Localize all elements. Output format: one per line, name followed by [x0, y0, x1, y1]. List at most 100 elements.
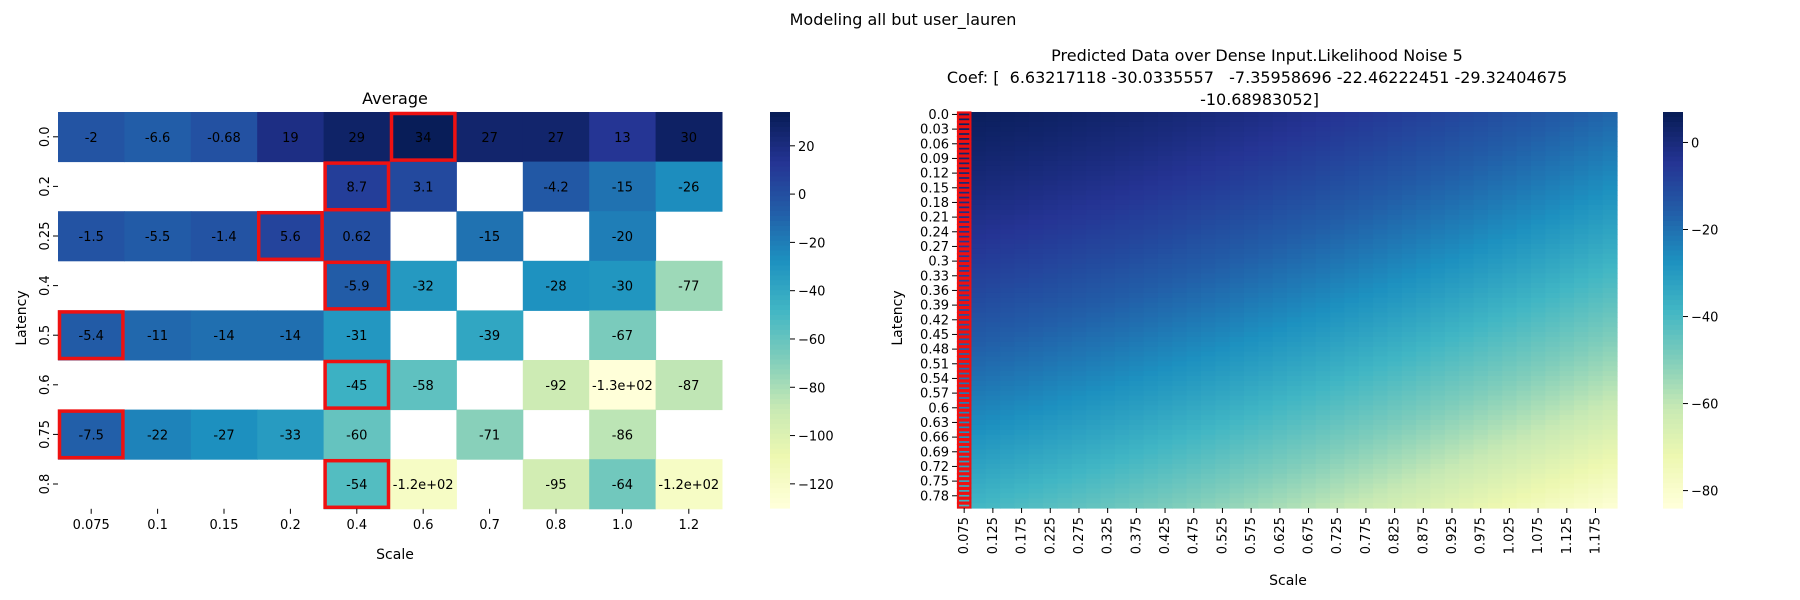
heatmap-cell	[1157, 346, 1173, 353]
heatmap-cell	[1444, 116, 1460, 123]
heatmap-cell	[1229, 151, 1245, 157]
heatmap-cell	[1502, 112, 1518, 118]
y-tick-label: 0.06	[920, 137, 949, 152]
heatmap-cell	[1416, 473, 1432, 480]
predicted-colorbar-band	[1663, 220, 1683, 227]
heatmap-cell	[1430, 253, 1446, 260]
heatmap-cell	[1301, 439, 1317, 446]
heatmap-cell	[1258, 444, 1274, 450]
heatmap-cell	[1243, 204, 1259, 211]
average-colorbar-band	[770, 201, 790, 207]
heatmap-cell	[1344, 327, 1360, 333]
heatmap-cell	[1444, 248, 1460, 255]
heatmap-cell	[1530, 468, 1546, 475]
heatmap-cell	[1043, 195, 1059, 201]
heatmap-cell	[957, 292, 972, 299]
heatmap-cell	[1545, 156, 1561, 162]
predicted-colorbar-band	[1663, 339, 1683, 346]
heatmap-cell	[1473, 268, 1489, 274]
heatmap-cell	[1430, 263, 1446, 270]
heatmap-cell	[1043, 190, 1059, 196]
heatmap-cell	[1487, 278, 1503, 284]
heatmap-cell	[1430, 341, 1446, 348]
heatmap-cell	[1215, 366, 1231, 372]
heatmap-cell	[1301, 190, 1317, 196]
predicted-colorbar-band	[1663, 235, 1683, 242]
heatmap-cell	[1530, 175, 1546, 182]
heatmap-cell	[1114, 175, 1130, 182]
heatmap-cell	[1186, 126, 1202, 133]
heatmap-cell	[1071, 322, 1087, 328]
heatmap-cell	[1272, 483, 1288, 490]
heatmap-cell	[1487, 244, 1503, 250]
heatmap-cell	[1358, 209, 1374, 216]
heatmap-cell	[1588, 156, 1604, 162]
heatmap-cell	[1559, 449, 1575, 455]
average-colorbar-band	[770, 418, 790, 425]
heatmap-cell	[1143, 180, 1159, 186]
heatmap-cell	[1387, 376, 1403, 382]
heatmap-cell	[1545, 200, 1561, 206]
heatmap-cell	[1028, 214, 1044, 221]
heatmap-cell	[1186, 385, 1202, 392]
heatmap-cell	[390, 459, 457, 510]
heatmap-cell	[1545, 268, 1561, 274]
heatmap-cell	[1444, 415, 1460, 421]
heatmap-cell	[1344, 234, 1360, 240]
heatmap-cell	[1344, 332, 1360, 338]
heatmap-cell	[1200, 390, 1216, 397]
heatmap-cell	[1559, 283, 1575, 289]
heatmap-cell	[1401, 400, 1417, 406]
heatmap-cell	[1186, 478, 1202, 485]
heatmap-cell	[1473, 503, 1489, 509]
heatmap-cell	[1559, 351, 1575, 358]
heatmap-cell	[1459, 234, 1475, 240]
heatmap-cell	[1287, 366, 1302, 372]
heatmap-cell	[1459, 322, 1475, 328]
heatmap-cell	[1444, 126, 1460, 133]
heatmap-cell	[957, 141, 972, 147]
heatmap-cell	[1559, 288, 1575, 294]
heatmap-cell	[971, 307, 987, 314]
heatmap-cell	[1057, 297, 1073, 304]
heatmap-cell	[1344, 244, 1360, 250]
heatmap-cell	[971, 385, 987, 392]
heatmap-cell	[1344, 336, 1360, 343]
heatmap-cell	[1229, 200, 1245, 206]
heatmap-cell	[1344, 229, 1360, 235]
heatmap-cell	[1416, 307, 1432, 314]
heatmap-cell	[1459, 449, 1475, 455]
heatmap-cell	[1401, 356, 1417, 362]
heatmap-cell	[1330, 297, 1345, 304]
heatmap-cell	[1387, 209, 1403, 216]
heatmap-cell	[1487, 336, 1503, 343]
y-tick-label: 0.57	[920, 387, 949, 402]
heatmap-cell	[1243, 292, 1259, 299]
heatmap-cell	[1459, 151, 1475, 157]
heatmap-cell	[1200, 234, 1216, 240]
heatmap-cell	[1200, 371, 1216, 377]
heatmap-cell	[1043, 380, 1059, 387]
heatmap-cell	[985, 248, 1001, 255]
heatmap-cell	[1344, 253, 1360, 260]
heatmap-cell	[1129, 244, 1145, 250]
heatmap-cell	[1401, 234, 1417, 240]
heatmap-cell	[1157, 478, 1173, 485]
heatmap-cell	[1129, 185, 1145, 191]
heatmap-cell	[1516, 385, 1532, 392]
heatmap-cell	[1444, 459, 1460, 465]
heatmap-cell	[1028, 248, 1044, 255]
heatmap-cell	[1358, 371, 1374, 377]
heatmap-cell	[1100, 371, 1116, 377]
heatmap-cell	[1287, 336, 1302, 343]
heatmap-cell	[1086, 248, 1102, 255]
heatmap-cell	[1229, 346, 1245, 353]
heatmap-cell	[1157, 224, 1173, 230]
heatmap-cell	[1530, 146, 1546, 152]
heatmap-cell-label: -92	[545, 379, 566, 394]
heatmap-cell	[1559, 415, 1575, 421]
heatmap-cell	[1000, 170, 1015, 177]
heatmap-cell-label: -14	[213, 329, 234, 344]
heatmap-cell	[1071, 248, 1087, 255]
heatmap-cell	[1344, 468, 1360, 475]
